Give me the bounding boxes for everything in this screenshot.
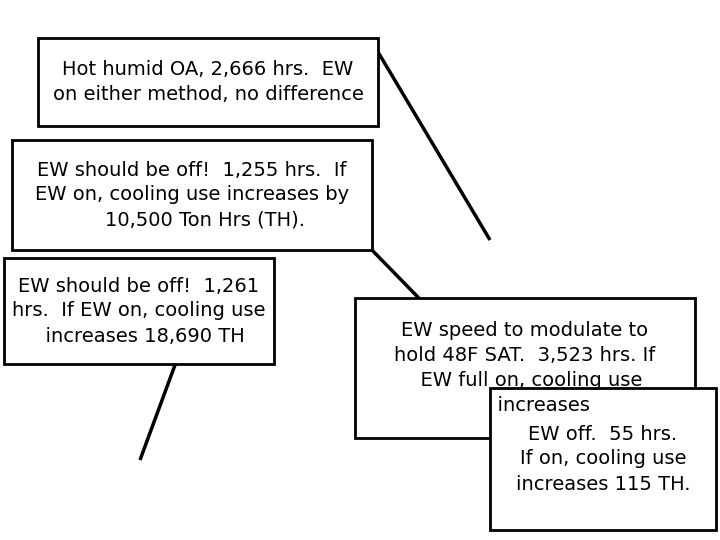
Text: EW should be off!  1,255 hrs.  If
EW on, cooling use increases by
    10,500 Ton: EW should be off! 1,255 hrs. If EW on, c… [35,160,349,230]
Bar [12,140,372,250]
Text: EW speed to modulate to
hold 48F SAT.  3,523 hrs. If
  EW full on, cooling use
 : EW speed to modulate to hold 48F SAT. 3,… [395,321,656,415]
Text: EW off.  55 hrs.
If on, cooling use
increases 115 TH.: EW off. 55 hrs. If on, cooling use incre… [516,424,690,494]
Text: EW should be off!  1,261
hrs.  If EW on, cooling use
  increases 18,690 TH: EW should be off! 1,261 hrs. If EW on, c… [12,276,266,346]
Bar [490,388,716,530]
Text: Hot humid OA, 2,666 hrs.  EW
on either method, no difference: Hot humid OA, 2,666 hrs. EW on either me… [53,60,364,104]
Bar [355,298,695,438]
Bar [38,38,378,126]
Bar [4,258,274,364]
